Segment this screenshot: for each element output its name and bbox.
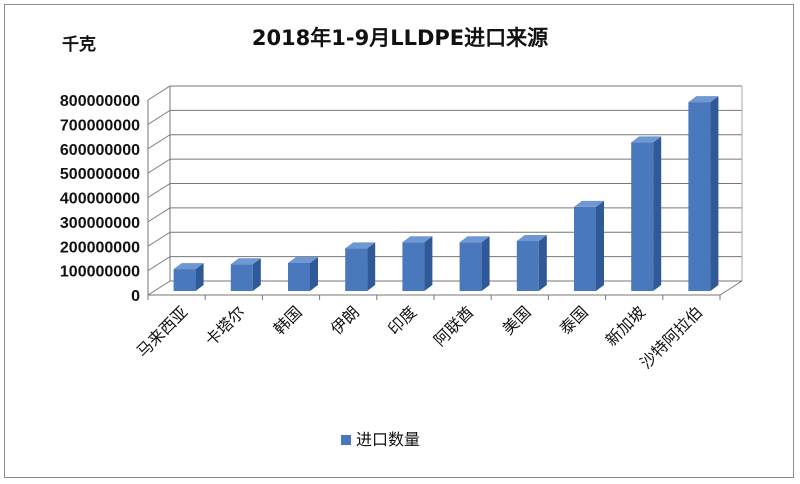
x-tick-label: 马来西亚 (133, 302, 192, 361)
bar-top (288, 256, 318, 263)
chart-title: 2018年1-9月LLDPE进口来源 (252, 26, 548, 50)
bar-side (195, 263, 204, 291)
y-tick-label: 300000000 (60, 215, 140, 232)
y-tick-label: 600000000 (60, 142, 140, 159)
bar-top (688, 96, 719, 103)
bars (173, 96, 719, 291)
gridline-side (147, 134, 171, 150)
bar (288, 256, 318, 291)
x-tick-label: 卡塔尔 (201, 302, 248, 349)
bar-front (574, 206, 596, 291)
chart-frame (4, 4, 794, 478)
bar (345, 242, 376, 291)
bar-front (345, 248, 368, 291)
bar (574, 200, 604, 291)
bar-front (688, 102, 711, 291)
bar-side (310, 256, 318, 291)
legend: 进口数量 (341, 430, 420, 449)
bar (688, 96, 719, 291)
bar-top (459, 236, 490, 243)
x-tick-label: 韩国 (270, 302, 306, 338)
y-tick-label: 200000000 (60, 239, 140, 256)
bar (631, 136, 662, 291)
bar-front (631, 142, 654, 291)
y-ticks: 0 100000000 200000000 300000000 400000000 500… (60, 93, 140, 305)
gridline-side (147, 183, 171, 198)
y-tick-label: 0 (131, 288, 140, 305)
bar-side (538, 235, 547, 291)
y-tick-label: 500000000 (60, 166, 140, 183)
x-tick-label: 沙特阿拉伯 (636, 302, 706, 372)
legend-swatch (341, 435, 351, 445)
x-tick-label: 伊朗 (327, 302, 363, 338)
x-tick-label: 美国 (499, 302, 535, 338)
bar-side (596, 200, 604, 291)
bar (459, 236, 490, 291)
gridline-side (147, 85, 171, 101)
bar-top (345, 242, 376, 249)
bar-top (631, 136, 662, 143)
bar-side (710, 96, 719, 291)
bar-front (516, 241, 539, 291)
bar-front (402, 242, 425, 291)
bar (402, 236, 433, 291)
bar-front (173, 269, 196, 291)
bar-top (402, 236, 433, 243)
bar-front (459, 242, 482, 291)
gridline-side (147, 207, 171, 223)
bar-top (574, 200, 604, 207)
bar-top (516, 235, 547, 242)
gridline-side (147, 158, 171, 174)
bar-side (481, 236, 490, 291)
bar-top (230, 258, 261, 265)
legend-label: 进口数量 (356, 430, 420, 449)
gridline-side (147, 109, 171, 125)
bar-front (230, 264, 253, 291)
gridline-side (147, 280, 171, 296)
y-axis-unit: 千克 (62, 34, 96, 55)
bar-side (424, 236, 433, 291)
bar (173, 263, 204, 291)
bar-front (288, 262, 310, 291)
bar-side (252, 258, 261, 291)
y-tick-label: 400000000 (60, 191, 140, 208)
y-tick-label: 800000000 (60, 93, 140, 110)
x-tick-label: 新加坡 (602, 302, 649, 349)
bar-side (367, 242, 376, 291)
bar-top (173, 263, 204, 270)
x-tick-label: 泰国 (556, 302, 592, 338)
floor-right-edge (719, 280, 743, 296)
x-tick-label: 阿联酋 (430, 302, 477, 349)
y-tick-label: 100000000 (60, 264, 140, 281)
x-tick-label: 印度 (384, 302, 420, 338)
bar (230, 258, 261, 291)
gridline-side (147, 256, 171, 272)
bar-side (653, 136, 662, 291)
bar (516, 235, 547, 291)
y-tick-label: 700000000 (60, 117, 140, 134)
gridline-side (147, 231, 171, 247)
